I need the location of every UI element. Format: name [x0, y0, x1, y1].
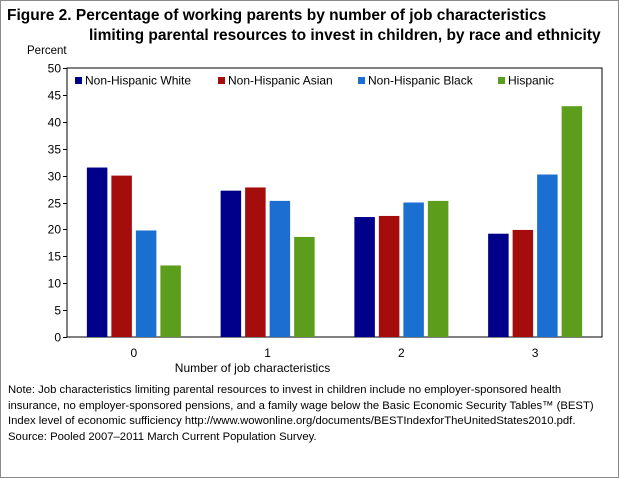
legend-label: Non-Hispanic Asian	[228, 74, 333, 88]
x-tick-label: 1	[264, 346, 271, 360]
bar	[537, 174, 558, 337]
x-axis-label-wrap: Number of job characteristics	[0, 361, 619, 375]
legend-swatch	[218, 77, 225, 84]
y-tick-label: 15	[48, 250, 62, 264]
bar	[294, 236, 315, 337]
title-line-2: limiting parental resources to invest in…	[89, 27, 601, 44]
legend-swatch	[75, 77, 82, 84]
y-tick-label: 5	[54, 304, 61, 318]
x-tick-label: 2	[398, 346, 405, 360]
figure-title: Figure 2. Percentage of working parents …	[7, 6, 601, 46]
bar	[111, 175, 132, 337]
bar	[427, 200, 449, 337]
bar	[561, 106, 583, 337]
figure-note: Note: Job characteristics limiting paren…	[8, 383, 613, 445]
note-text: Note: Job characteristics limiting paren…	[8, 384, 594, 427]
x-tick-label: 3	[532, 346, 539, 360]
y-tick-label: 30	[48, 170, 62, 184]
bar	[160, 265, 181, 337]
source-text: Source: Pooled 2007–2011 March Current P…	[8, 430, 317, 443]
legend-label: Hispanic	[508, 74, 554, 88]
legend-swatch	[358, 77, 365, 84]
y-tick-label: 50	[48, 62, 62, 76]
legend-label: Non-Hispanic Black	[368, 74, 474, 88]
x-axis-label: Number of job characteristics	[174, 361, 331, 375]
bar	[403, 202, 424, 337]
plot-area	[66, 67, 603, 338]
y-tick-label: 25	[48, 197, 62, 211]
bar	[378, 215, 400, 337]
y-tick-label: 40	[48, 116, 62, 130]
y-axis-label: Percent	[27, 45, 67, 57]
y-tick-label: 0	[54, 331, 61, 345]
legend-label: Non-Hispanic White	[85, 74, 191, 88]
title-line-1: Figure 2. Percentage of working parents …	[7, 7, 547, 24]
legend-swatch	[498, 77, 505, 84]
bar	[354, 217, 375, 337]
bar	[512, 229, 534, 337]
y-tick-label: 45	[48, 89, 62, 103]
y-tick-label: 10	[48, 277, 62, 291]
bar	[220, 190, 242, 337]
bar	[135, 230, 157, 337]
bar	[86, 167, 108, 337]
y-tick-label: 20	[48, 223, 62, 237]
bar	[245, 187, 266, 337]
bar	[488, 233, 509, 337]
y-tick-label: 35	[48, 143, 62, 157]
x-tick-label: 0	[131, 346, 138, 360]
bar	[269, 200, 291, 337]
